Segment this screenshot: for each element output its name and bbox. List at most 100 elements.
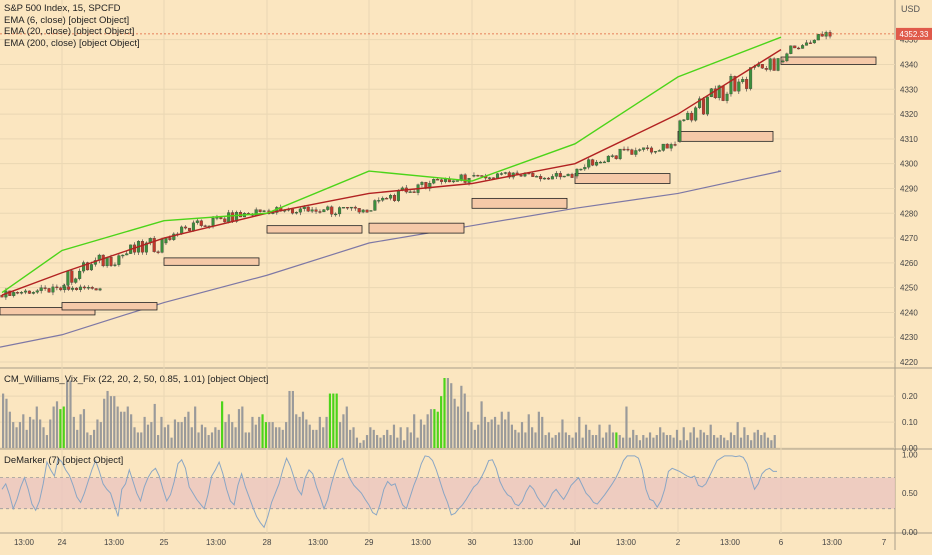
vix-bar [274,427,278,448]
time-tick-label: 13:00 [308,538,329,547]
candle-body [0,294,4,298]
vix-bar [733,435,736,448]
candle-body [74,278,78,283]
candle-body [85,262,90,271]
vix-bar [62,406,65,448]
vix-bar [571,437,574,448]
candle-body [20,292,24,294]
vix-bar [39,419,42,448]
candle-body [583,167,587,170]
vix-bar [467,411,470,448]
candle-body [539,176,543,180]
candle-body [705,96,709,115]
vix-bar [194,406,197,448]
vix-bar [136,432,139,448]
vix-bar [568,435,571,448]
candle-body [369,210,373,212]
vix-bar [672,437,675,448]
zone-box [780,56,877,65]
vix-bar [109,396,113,448]
candle-body [345,206,349,209]
vix-bar [706,435,709,448]
candle-body [39,287,43,291]
candle-body [428,183,432,189]
vix-bar [268,422,271,448]
candle-body [94,288,98,291]
vix-bar [234,427,237,448]
vix-bar [689,432,692,448]
vix-bar [453,398,456,448]
vix-bar [473,429,476,448]
vix-bar [204,427,207,448]
price-tick-label: 4310 [900,135,918,144]
demarker-line [1,455,777,529]
vix-bar [382,435,385,448]
vix-bar [463,393,466,448]
vix-bar [35,406,38,448]
candle-body [673,144,677,146]
candle-body [420,182,424,185]
time-tick-label: 6 [779,538,784,547]
candle-body [35,290,39,293]
price-tick-label: 4340 [900,60,918,69]
vix-bar [699,429,702,448]
candle-body [701,98,706,115]
vix-bar [480,401,483,448]
vix-bar [362,440,365,448]
candle-body [642,147,646,150]
zone-box [574,173,671,184]
vix-bar [241,406,244,448]
candle-body [227,212,231,223]
vix-bar [49,419,52,448]
time-tick-label: 7 [882,538,887,547]
candle-body [16,292,20,294]
vix-bar [355,437,358,448]
vix-bar [588,429,591,448]
vix-bar [278,427,281,448]
time-tick-label: 28 [263,538,272,547]
candle-body [472,175,476,177]
candle-body [772,58,776,71]
vix-bar [662,432,665,448]
vix-bar [628,437,631,448]
candle-body [622,148,626,151]
candle-body [781,60,785,63]
candle-body [51,286,55,293]
vix-bar [187,411,190,448]
price-tick-label: 4220 [900,358,918,367]
vix-bar [622,437,625,448]
vix-bar [28,416,32,448]
candle-body [602,161,606,164]
candle-body [231,212,235,222]
vix-bar [325,416,328,448]
vix-bar [170,437,173,448]
ema200-line [0,170,782,348]
vix-bar [369,427,372,448]
vix-bar [2,393,5,448]
vix-bar [301,411,305,448]
vix-bar [632,429,635,448]
vix-bar [564,432,567,448]
vix-bar [55,401,59,448]
vix-bar [659,427,662,448]
vix-bar [285,422,288,448]
demarker-legend: DeMarker (7) [object Object] [4,455,124,466]
vix-bar [601,437,604,448]
price-tick-label: 4230 [900,333,918,342]
vix-bar [493,416,497,448]
candle-body [535,176,539,178]
vix-bar [42,427,45,448]
vix-bar [251,416,254,448]
candle-body [195,220,199,223]
candle-body [764,68,768,70]
candle-body [302,206,306,209]
vix-bar [332,393,335,448]
vix-bar [554,435,557,448]
vix-bar [82,409,86,448]
price-tick-label: 4350 [900,36,918,45]
candle-body [618,148,622,159]
candle-body [82,262,86,272]
vix-bar [305,419,308,448]
